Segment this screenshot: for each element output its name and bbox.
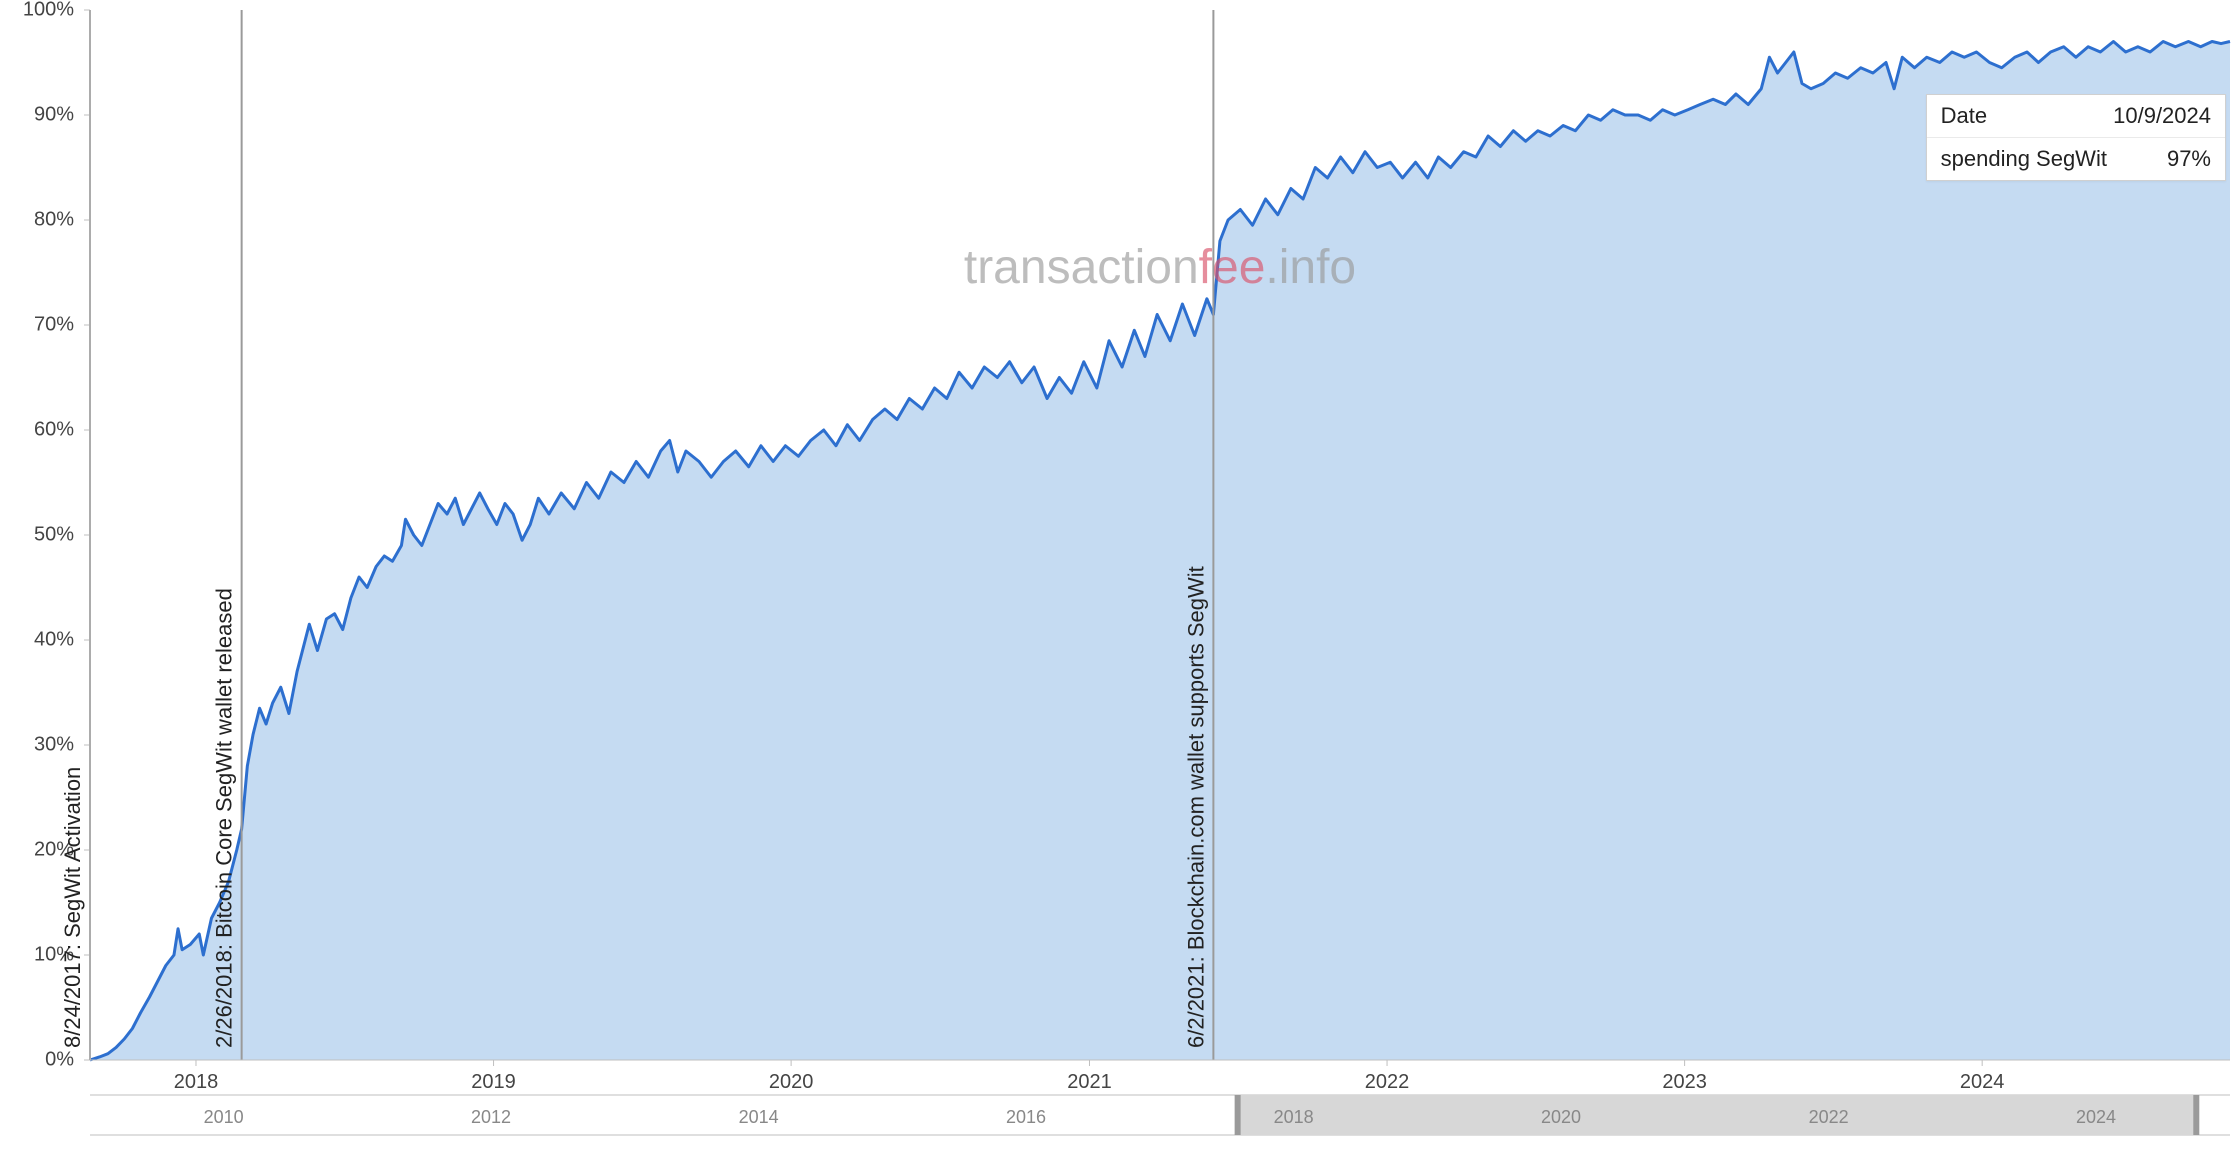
event-label: 6/2/2021: Blockchain.com wallet supports… <box>1183 566 1208 1048</box>
svg-text:2023: 2023 <box>1662 1071 1707 1093</box>
tooltip-value-series: 97% <box>2167 146 2211 172</box>
tooltip-row-series: spending SegWit 97% <box>1927 138 2225 180</box>
svg-text:2021: 2021 <box>1067 1071 1112 1093</box>
tooltip-label-date: Date <box>1941 103 1987 129</box>
svg-text:80%: 80% <box>34 208 74 230</box>
svg-text:2018: 2018 <box>174 1071 219 1093</box>
overview-selection[interactable] <box>1238 1095 2197 1135</box>
svg-text:100%: 100% <box>23 0 74 20</box>
chart-container: 0%10%20%30%40%50%60%70%80%90%100%8/24/20… <box>0 0 2240 1160</box>
svg-text:30%: 30% <box>34 733 74 755</box>
svg-text:2022: 2022 <box>1365 1071 1410 1093</box>
svg-text:2020: 2020 <box>1541 1107 1581 1127</box>
svg-text:2018: 2018 <box>1274 1107 1314 1127</box>
svg-text:2022: 2022 <box>1809 1107 1849 1127</box>
svg-text:2024: 2024 <box>1960 1071 2005 1093</box>
tooltip-label-series: spending SegWit <box>1941 146 2107 172</box>
svg-text:2024: 2024 <box>2076 1107 2116 1127</box>
svg-text:0%: 0% <box>45 1048 74 1070</box>
svg-text:2012: 2012 <box>471 1107 511 1127</box>
tooltip: Date 10/9/2024 spending SegWit 97% <box>1926 94 2226 181</box>
tooltip-row-date: Date 10/9/2024 <box>1927 95 2225 138</box>
svg-text:2014: 2014 <box>739 1107 779 1127</box>
event-label: 8/24/2017: SegWit Activation <box>60 767 85 1048</box>
svg-text:70%: 70% <box>34 313 74 335</box>
event-label: 2/26/2018: Bitcoin Core SegWit wallet re… <box>212 588 237 1048</box>
svg-text:2020: 2020 <box>769 1071 814 1093</box>
chart-svg[interactable]: 0%10%20%30%40%50%60%70%80%90%100%8/24/20… <box>0 0 2240 1160</box>
tooltip-value-date: 10/9/2024 <box>2113 103 2211 129</box>
svg-text:40%: 40% <box>34 628 74 650</box>
overview-handle-right[interactable] <box>2193 1095 2199 1135</box>
svg-text:2019: 2019 <box>471 1071 516 1093</box>
svg-text:60%: 60% <box>34 418 74 440</box>
svg-text:2010: 2010 <box>204 1107 244 1127</box>
svg-text:2016: 2016 <box>1006 1107 1046 1127</box>
watermark: transactionfee.info <box>964 241 1356 294</box>
overview-handle-left[interactable] <box>1235 1095 1241 1135</box>
svg-text:90%: 90% <box>34 103 74 125</box>
svg-text:50%: 50% <box>34 523 74 545</box>
